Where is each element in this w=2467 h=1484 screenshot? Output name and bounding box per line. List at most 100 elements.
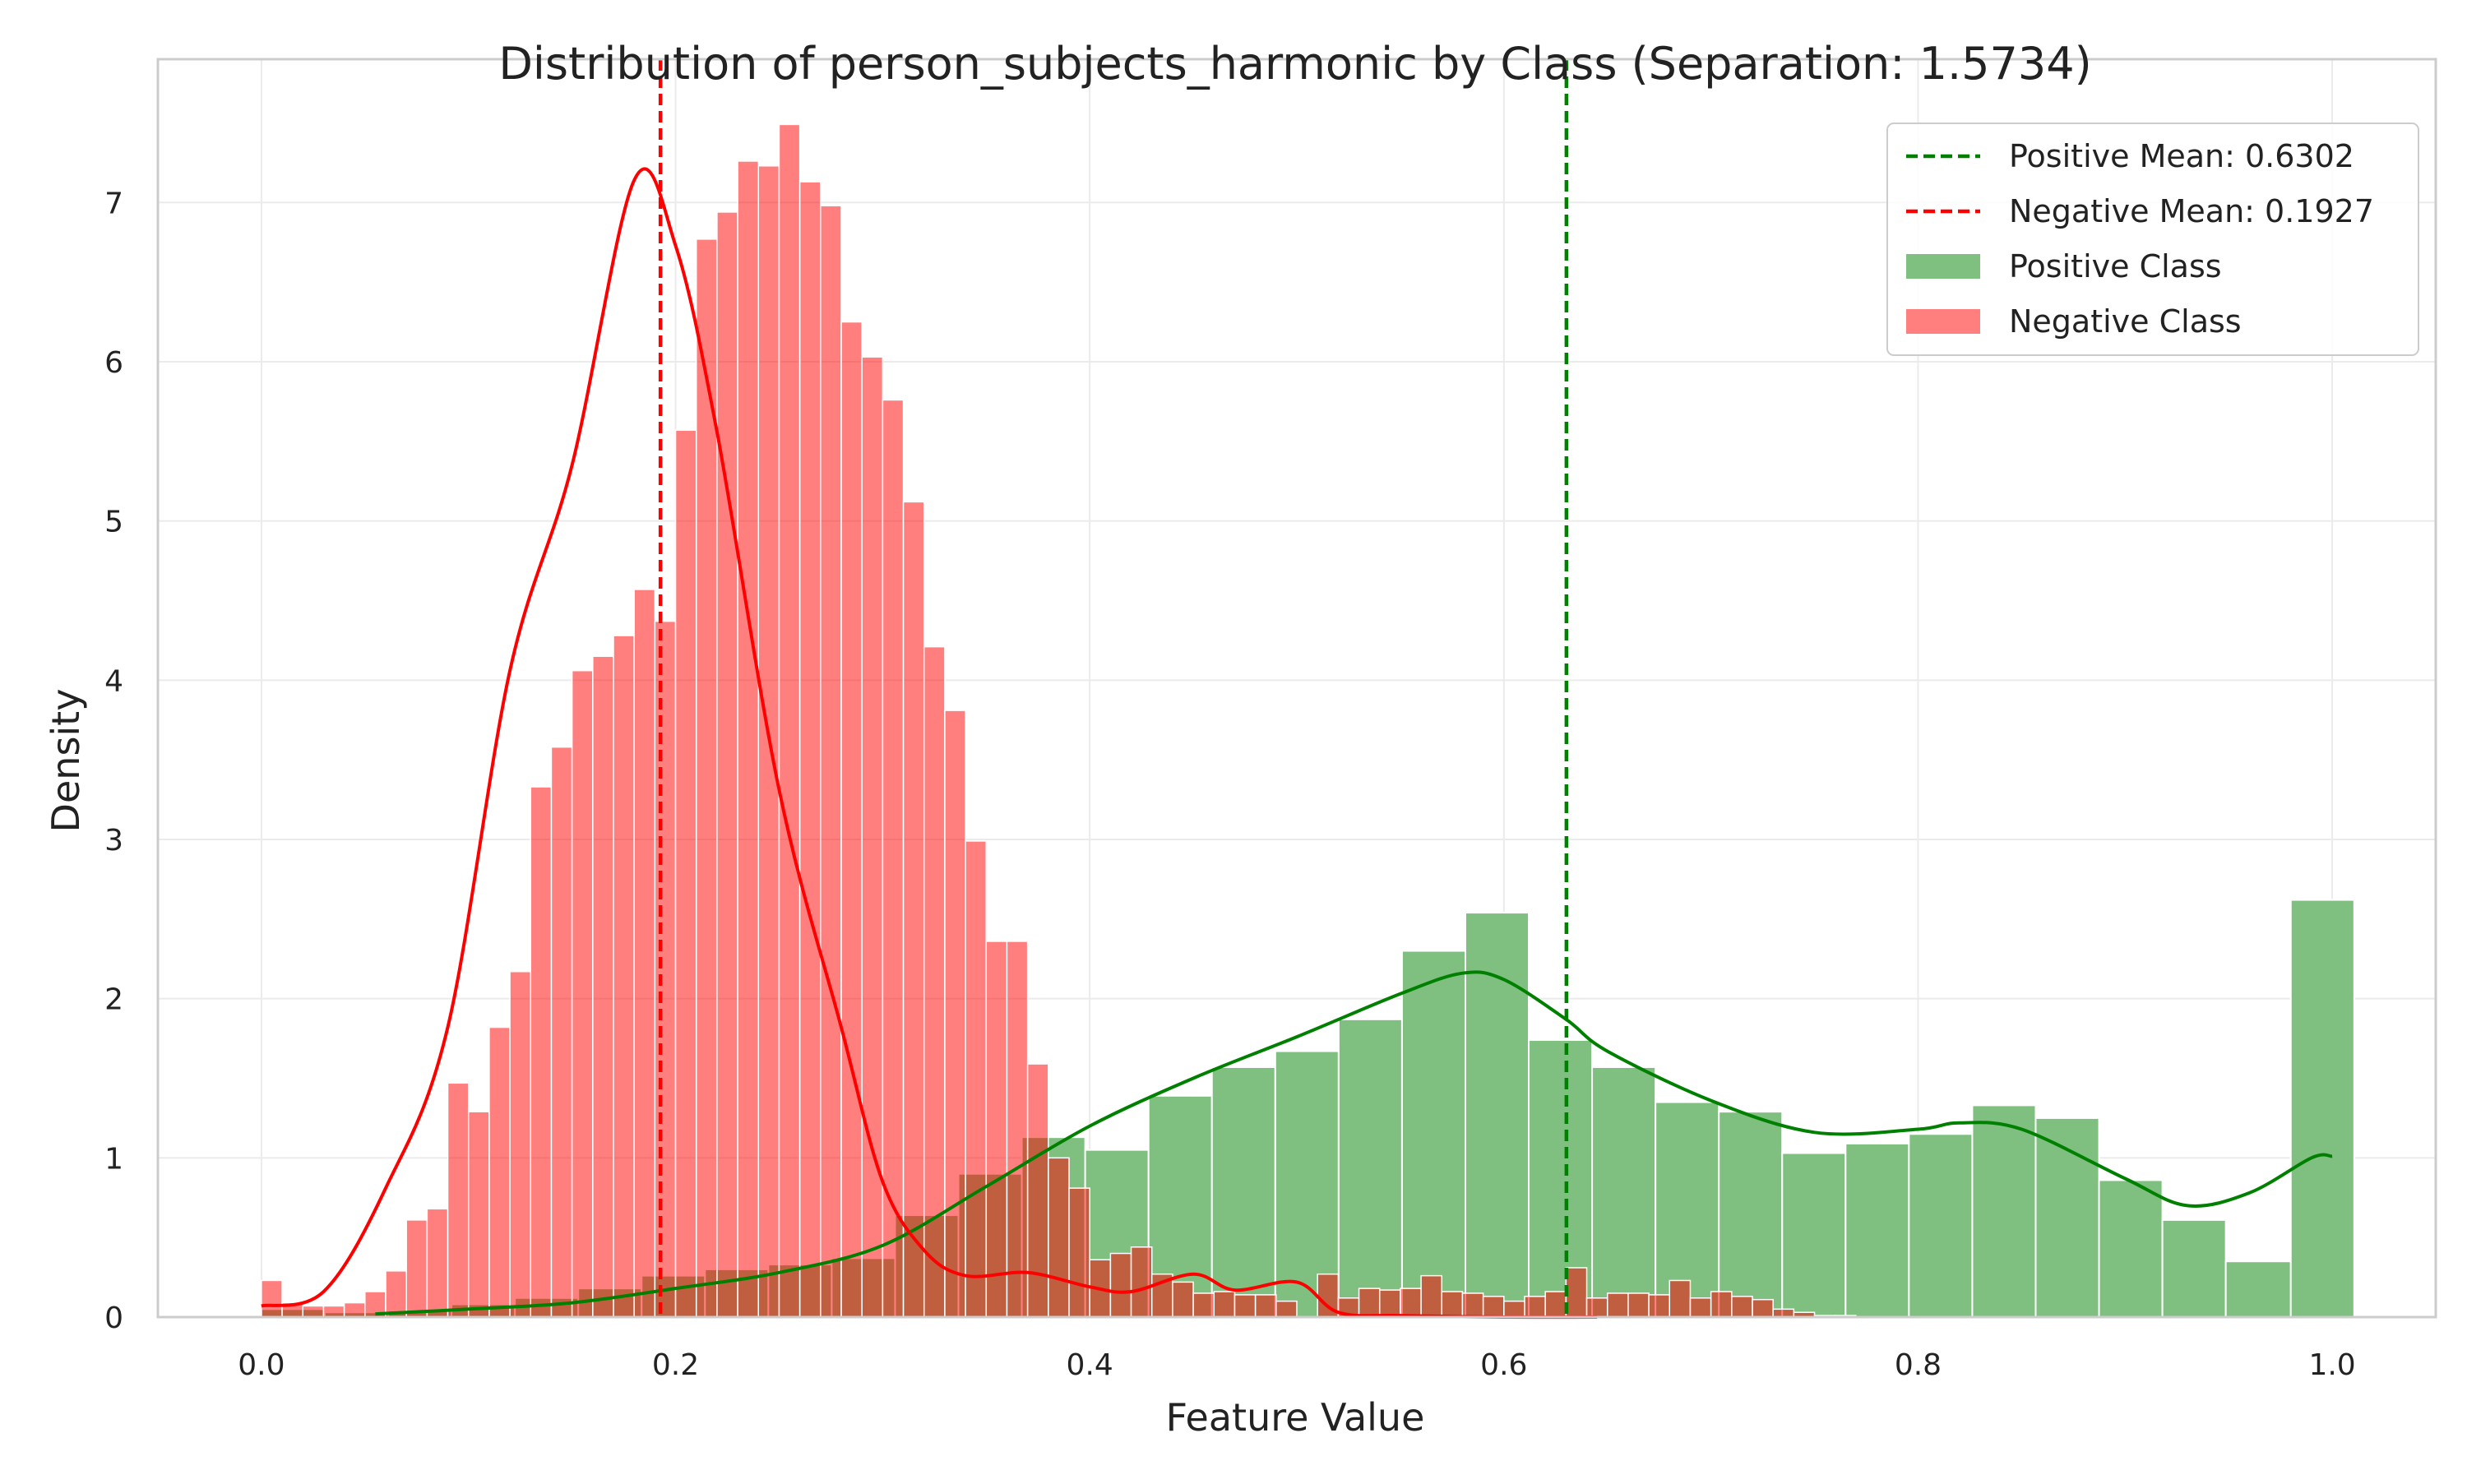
negative-class-bar (1627, 1292, 1650, 1318)
positive-class-bar (1464, 912, 1530, 1318)
negative-class-bar (1606, 1292, 1629, 1318)
negative-class-bar (1378, 1289, 1401, 1318)
legend-patch-swatch (1906, 254, 1980, 279)
negative-class-bar (1234, 1294, 1257, 1318)
positive-class-bar (1400, 950, 1466, 1319)
x-tick-label: 0.2 (652, 1348, 699, 1382)
chart-title: Distribution of person_subjects_harmonic… (498, 38, 2091, 90)
y-tick-label: 1 (104, 1142, 123, 1176)
negative-class-bar (965, 840, 988, 1318)
positive-class-bar (1971, 1104, 2037, 1318)
kde-curves (261, 167, 2333, 1320)
negative-class-bar (633, 589, 656, 1318)
y-tick-label: 3 (104, 824, 123, 858)
positive-class-bar (1274, 1050, 1340, 1318)
y-tick-label: 7 (104, 187, 123, 220)
negative-class-bar (1710, 1291, 1733, 1318)
mean-lines (658, 59, 1569, 1317)
negative-class-bar (923, 645, 946, 1318)
x-tick-label: 0.4 (1067, 1348, 1113, 1382)
positive-class-bar (1210, 1066, 1276, 1319)
negative-class-bar (467, 1111, 490, 1318)
negative-class-bar (716, 211, 738, 1318)
negative-class-bar (1461, 1292, 1484, 1318)
negative-class-bar (1006, 941, 1029, 1318)
y-tick-label: 5 (104, 506, 123, 539)
negative-class-bar (302, 1305, 325, 1318)
plot-frame (156, 58, 2437, 1319)
legend-label: Negative Class (2009, 303, 2242, 340)
x-tick-label: 1.0 (2308, 1348, 2355, 1382)
positive-class-bar (2224, 1260, 2292, 1319)
negative-class-bar (1254, 1294, 1277, 1318)
histogram-bars (260, 123, 2355, 1319)
negative-class-bar (1192, 1292, 1215, 1318)
negative-class-bar (820, 205, 842, 1318)
positive-class-bar (2098, 1179, 2164, 1318)
negative-class-bar (1482, 1296, 1505, 1318)
negative-class-bar (530, 786, 553, 1318)
x-tick-label: 0.8 (1895, 1348, 1942, 1382)
negative-class-bar (654, 620, 677, 1318)
negative-class-bar (1731, 1296, 1753, 1318)
negative-class-bar (882, 399, 905, 1318)
x-tick-label: 0.0 (238, 1348, 285, 1382)
negative-class-bar (1544, 1291, 1567, 1318)
negative-class-bar (1048, 1157, 1070, 1318)
negative-class-bar (261, 1279, 283, 1318)
legend-label: Positive Mean: 0.6302 (2009, 138, 2354, 174)
negative-class-bar (1648, 1294, 1671, 1318)
positive-class-bar (1908, 1133, 1974, 1318)
negative-class-bar (343, 1301, 366, 1318)
negative-class-bar (1172, 1281, 1194, 1318)
negative-class-bar (840, 321, 863, 1318)
positive-kde-curve (375, 970, 2333, 1316)
negative-class-bar (1026, 1063, 1049, 1318)
negative-class-bar (985, 941, 1008, 1318)
negative-class-bar (322, 1305, 345, 1318)
positive-class-bar (1591, 1066, 1657, 1319)
negative-class-bar (385, 1270, 407, 1318)
y-tick-label: 2 (104, 983, 123, 1017)
y-tick-label: 4 (104, 664, 123, 698)
negative-class-bar (1565, 1267, 1588, 1318)
negative-class-bar (550, 746, 573, 1318)
negative-class-bar (1275, 1300, 1298, 1318)
negative-class-bar (488, 1026, 511, 1318)
legend: Positive Mean: 0.6302 Negative Mean: 0.19… (1886, 123, 2419, 356)
negative-class-bar (695, 238, 718, 1318)
negative-class-bar (902, 501, 925, 1318)
negative-class-bar (861, 356, 884, 1318)
axis-ticks: 0.0 0.2 0.4 0.6 0.8 1.0 0 1 2 3 4 5 6 7 (104, 187, 2356, 1382)
negative-class-bar (737, 160, 760, 1318)
positive-class-bar (2289, 899, 2355, 1318)
negative-class-bar (447, 1082, 470, 1318)
negative-class-bar (1130, 1246, 1153, 1318)
negative-class-bar (1503, 1300, 1525, 1318)
y-tick-label: 6 (104, 346, 123, 380)
negative-class-bar (1669, 1279, 1692, 1318)
y-tick-label: 0 (104, 1301, 123, 1335)
negative-class-bar (571, 669, 594, 1318)
positive-class-bar (2034, 1116, 2100, 1318)
legend-label: Positive Class (2009, 248, 2222, 284)
y-axis-label: Density (44, 689, 88, 833)
negative-class-bar (1420, 1274, 1443, 1318)
positive-class-bar (1718, 1111, 1784, 1318)
legend-label: Negative Mean: 0.1927 (2009, 193, 2374, 229)
negative-class-bar (592, 655, 614, 1318)
negative-class-bar (1441, 1291, 1464, 1318)
negative-class-bar (944, 710, 966, 1318)
positive-class-bar (1844, 1142, 1910, 1318)
negative-class-bar (1585, 1297, 1608, 1318)
negative-class-bar (1213, 1291, 1236, 1318)
negative-class-bar (1400, 1288, 1422, 1318)
positive-class-bar (1337, 1018, 1403, 1318)
legend-box (1886, 123, 2419, 356)
x-tick-label: 0.6 (1480, 1348, 1527, 1382)
negative-class-bar (426, 1208, 449, 1318)
negative-class-bar (613, 635, 635, 1318)
negative-class-bar (509, 970, 532, 1318)
